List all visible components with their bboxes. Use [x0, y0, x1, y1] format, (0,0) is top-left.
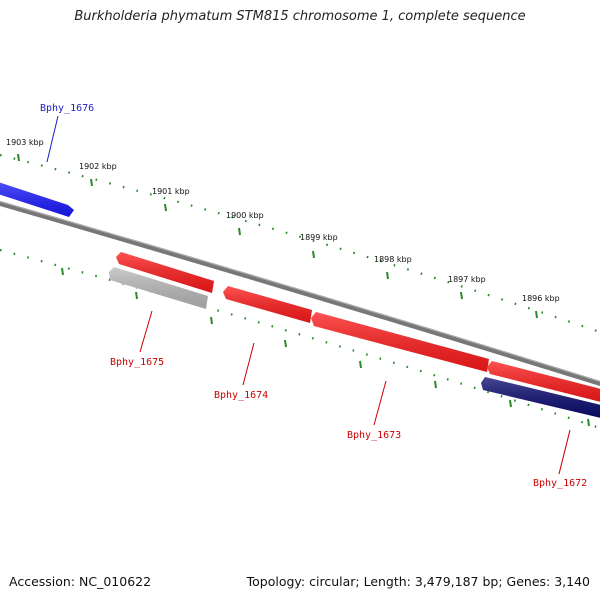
gene-arrow-shade — [116, 252, 214, 293]
lower-tick-row — [0, 248, 600, 430]
tick-label: 1900 kbp — [226, 211, 264, 220]
tick-labels: 1903 kbp 1902 kbp 1901 kbp 1900 kbp 1899… — [6, 138, 560, 303]
gene-arrow-shade — [481, 377, 600, 418]
gene-label-bphy-1675[interactable]: Bphy_1675 — [110, 357, 164, 368]
tick-label: 1897 kbp — [448, 275, 486, 284]
leader-bphy-1673 — [373, 380, 387, 426]
major-ticks-lower — [61, 267, 590, 427]
upper-tick-row — [0, 153, 600, 334]
leader-bphy-1676 — [46, 115, 59, 163]
gene-arrow-shade — [487, 361, 600, 402]
gene-bphy-1673[interactable] — [311, 312, 489, 372]
chromosome-backbone-highlight — [0, 200, 600, 383]
gene-label-bphy-1672[interactable]: Bphy_1672 — [533, 478, 587, 489]
gene-labels: Bphy_1676 Bphy_1675 Bphy_1674 Bphy_1673 … — [40, 103, 587, 489]
gene-bphy-1675[interactable] — [109, 267, 208, 309]
gene-label-bphy-1674[interactable]: Bphy_1674 — [214, 390, 268, 401]
gene-arrow-shade — [223, 286, 312, 323]
tick-label: 1898 kbp — [374, 255, 412, 264]
tick-label: 1901 kbp — [152, 187, 190, 196]
chromosome-backbone — [0, 200, 600, 387]
leader-bphy-1672 — [558, 429, 571, 475]
leader-bphy-1674 — [242, 342, 255, 386]
leader-bphy-1675 — [139, 310, 153, 353]
genome-stats-text: Topology: circular; Length: 3,479,187 bp… — [246, 574, 590, 589]
gene-arrow-shade — [0, 182, 74, 217]
accession-text: Accession: NC_010622 — [9, 574, 152, 589]
gene-label-bphy-1676[interactable]: Bphy_1676 — [40, 103, 94, 114]
tick-label: 1896 kbp — [522, 294, 560, 303]
tick-label: 1903 kbp — [6, 138, 44, 147]
gene-bphy-1672[interactable] — [481, 377, 600, 419]
gene-arrow-shade — [109, 267, 208, 309]
gene-unlabeled-red[interactable] — [487, 361, 600, 403]
map-title: Burkholderia phymatum STM815 chromosome … — [74, 9, 526, 24]
gene-label-bphy-1673[interactable]: Bphy_1673 — [347, 430, 401, 441]
label-leaders — [46, 115, 571, 475]
major-ticks-upper — [17, 153, 538, 319]
gene-bphy-1674[interactable] — [116, 252, 312, 323]
gene-arrow-shade — [311, 312, 489, 372]
tick-label: 1899 kbp — [300, 233, 338, 242]
tick-label: 1902 kbp — [79, 162, 117, 171]
gene-bphy-1676[interactable] — [0, 181, 74, 217]
